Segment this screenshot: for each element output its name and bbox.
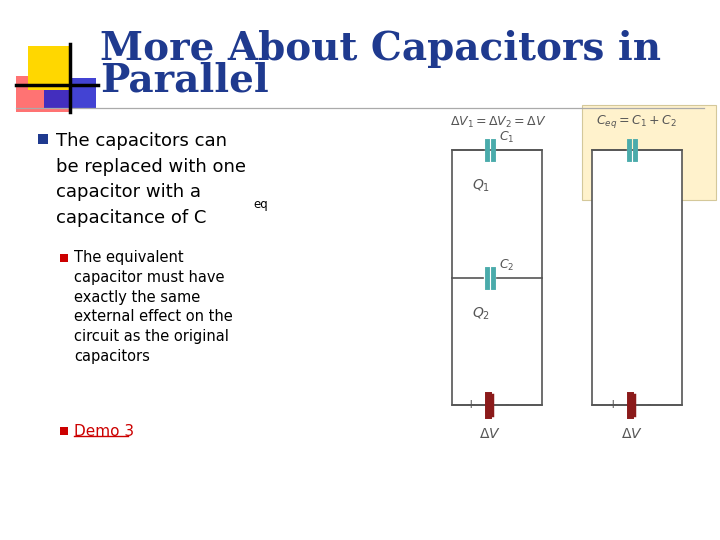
FancyBboxPatch shape bbox=[582, 105, 716, 200]
Text: +: + bbox=[608, 399, 618, 411]
Text: $Q_2$: $Q_2$ bbox=[472, 306, 490, 322]
Text: $\Delta V_1 = \Delta V_2 = \Delta V$: $\Delta V_1 = \Delta V_2 = \Delta V$ bbox=[450, 115, 546, 130]
FancyBboxPatch shape bbox=[38, 134, 48, 144]
FancyBboxPatch shape bbox=[60, 427, 68, 435]
FancyBboxPatch shape bbox=[60, 254, 68, 262]
Text: The equivalent
capacitor must have
exactly the same
external effect on the
circu: The equivalent capacitor must have exact… bbox=[74, 250, 233, 364]
FancyBboxPatch shape bbox=[44, 78, 96, 108]
Text: +: + bbox=[465, 399, 476, 411]
Text: -: - bbox=[646, 399, 650, 411]
FancyBboxPatch shape bbox=[592, 150, 682, 405]
Text: $\Delta V$: $\Delta V$ bbox=[621, 427, 643, 441]
Text: eq: eq bbox=[253, 198, 268, 211]
Text: Parallel: Parallel bbox=[100, 62, 269, 100]
Text: $C_1$: $C_1$ bbox=[499, 130, 515, 145]
Text: More About Capacitors in: More About Capacitors in bbox=[100, 30, 661, 68]
FancyBboxPatch shape bbox=[28, 46, 72, 90]
Text: -: - bbox=[504, 399, 508, 411]
Text: Demo 3: Demo 3 bbox=[74, 424, 134, 439]
Text: $C_2$: $C_2$ bbox=[499, 258, 514, 273]
FancyBboxPatch shape bbox=[16, 76, 70, 112]
Text: $C_{eq} = C_1 + C_2$: $C_{eq} = C_1 + C_2$ bbox=[596, 113, 677, 130]
Text: $Q_1$: $Q_1$ bbox=[472, 178, 490, 194]
FancyBboxPatch shape bbox=[452, 150, 542, 405]
Text: $\Delta V$: $\Delta V$ bbox=[479, 427, 501, 441]
Text: The capacitors can
be replaced with one
capacitor with a
capacitance of C: The capacitors can be replaced with one … bbox=[56, 132, 246, 227]
